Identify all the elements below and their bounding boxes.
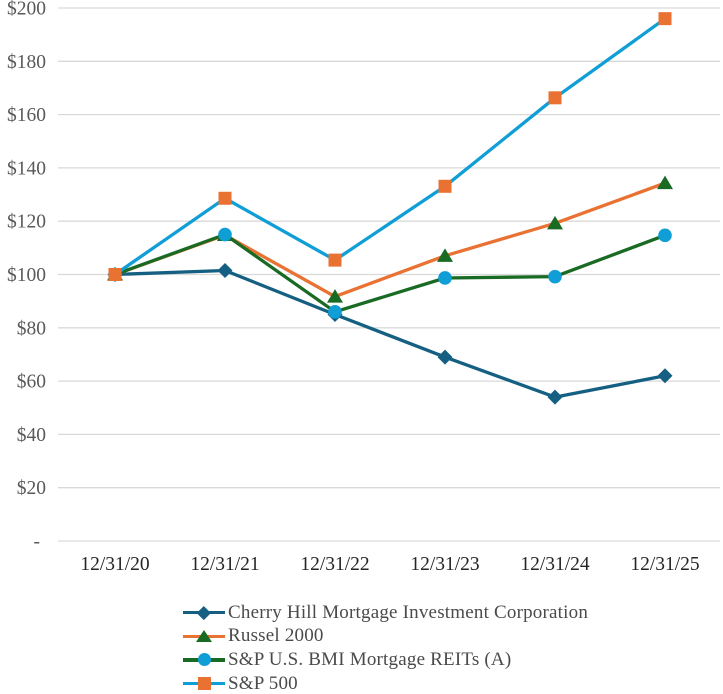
- triangle-marker: [547, 215, 563, 230]
- circle-marker: [438, 271, 452, 285]
- legend-swatch: [183, 629, 225, 643]
- diamond-marker: [437, 349, 453, 365]
- y-axis-tick-label: $80: [17, 318, 46, 339]
- y-axis-tick-label: -: [34, 532, 41, 553]
- x-axis-tick-label: 12/31/24: [520, 554, 590, 575]
- legend-label: S&P U.S. BMI Mortgage REITs (A): [228, 648, 512, 670]
- legend-item-2: S&P U.S. BMI Mortgage REITs (A): [183, 648, 588, 672]
- x-axis-tick-label: 12/31/22: [300, 554, 369, 575]
- legend-item-3: S&P 500: [183, 672, 588, 694]
- y-axis-tick-label: $120: [7, 212, 46, 233]
- legend-swatch: [183, 653, 225, 667]
- triangle-marker: [657, 175, 673, 190]
- circle-marker: [328, 305, 342, 319]
- diamond-marker: [217, 263, 233, 279]
- y-axis-tick-label: $180: [7, 52, 46, 73]
- circle-marker: [218, 227, 232, 242]
- legend-swatch: [183, 606, 225, 620]
- triangle-marker: [327, 289, 343, 303]
- square-marker: [548, 91, 562, 105]
- circle-marker: [658, 228, 672, 243]
- diamond-marker: [657, 368, 673, 384]
- square-marker-icon: [197, 677, 211, 691]
- square-marker: [438, 179, 452, 193]
- series-line-3: [113, 17, 667, 277]
- square-marker: [218, 191, 232, 205]
- legend-item-0: Cherry Hill Mortgage Investment Corporat…: [183, 601, 588, 625]
- triangle-marker-icon: [196, 630, 212, 643]
- y-axis-tick-label: $200: [7, 0, 46, 20]
- triangle-marker: [437, 248, 453, 262]
- y-axis-tick-label: $140: [7, 158, 46, 179]
- x-axis-tick-label: 12/31/25: [630, 554, 699, 575]
- y-axis-tick-label: $40: [17, 425, 46, 446]
- legend-label: Russel 2000: [228, 625, 324, 647]
- square-marker: [108, 268, 122, 281]
- square-marker: [328, 253, 342, 267]
- circle-marker-icon: [197, 653, 211, 667]
- legend-label: Cherry Hill Mortgage Investment Corporat…: [228, 601, 589, 623]
- diamond-marker-icon: [197, 606, 211, 620]
- chart-legend: Cherry Hill Mortgage Investment Corporat…: [183, 601, 588, 694]
- circle-marker: [548, 269, 562, 284]
- legend-label: S&P 500: [228, 672, 298, 694]
- y-axis-tick-label: $160: [7, 105, 46, 126]
- square-marker: [658, 12, 672, 26]
- x-axis-tick-label: 12/31/21: [190, 554, 259, 575]
- performance-line-chart: $200 $180 $160 $140 $120 $100 $80 $60 $40 $20 - 12/…: [7, 0, 720, 575]
- series-line-1: [113, 181, 667, 299]
- y-axis-tick-label: $20: [17, 478, 46, 499]
- legend-item-1: Russel 2000: [183, 625, 588, 649]
- diamond-marker: [547, 389, 563, 405]
- series-line-2: [113, 232, 667, 314]
- series-line-0: [113, 268, 667, 399]
- x-axis-tick-label: 12/31/20: [80, 554, 149, 575]
- y-axis-tick-label: $100: [7, 265, 46, 286]
- legend-swatch: [183, 677, 225, 691]
- y-axis-tick-label: $60: [17, 372, 46, 393]
- x-axis-tick-label: 12/31/23: [410, 554, 479, 575]
